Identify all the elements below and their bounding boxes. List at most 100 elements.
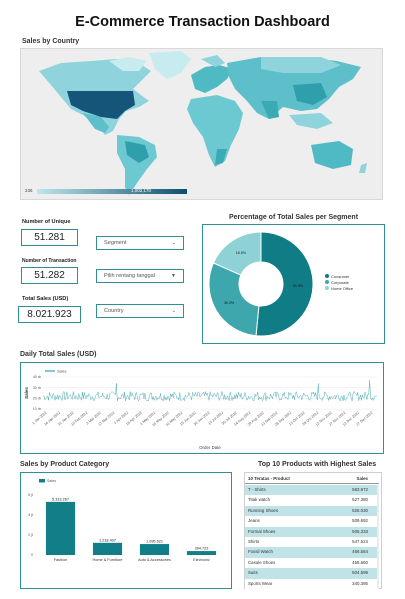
map-region (311, 141, 353, 169)
product-name: Suits (248, 568, 258, 578)
chevron-down-icon: ⌄ (172, 237, 176, 249)
table-row[interactable]: Titak watch 527.380 (245, 495, 379, 505)
daily-chart-title: Daily Total Sales (USD) (20, 351, 97, 358)
sales-line (43, 380, 377, 401)
kpi-unique-value: 51.281 (21, 229, 78, 246)
product-name: Running Shoes (248, 506, 278, 516)
table-row[interactable]: Suits 504.599 (245, 568, 379, 578)
kpi-total-sales-label: Total Sales (USD) (22, 296, 68, 302)
y-axis-label: Sales (24, 387, 29, 399)
table-header-product[interactable]: 10 Teratas - Product (248, 474, 290, 484)
bar-data-label: 394.723 (195, 547, 209, 551)
y-tick-label: 40 rb (33, 375, 41, 379)
map-title: Sales by Country (22, 38, 79, 45)
table-row[interactable]: Casule Shoes 465.660 (245, 558, 379, 568)
table-header-sales[interactable]: Sales (312, 474, 378, 484)
table-row[interactable]: Fossil Watch 466.564 (245, 547, 379, 557)
y-tick-label: 10 rb (33, 407, 41, 411)
caret-down-icon: ▼ (171, 270, 176, 282)
product-name: Sports Wear (248, 579, 272, 589)
bar (140, 544, 169, 555)
bar (93, 543, 122, 555)
table-row[interactable]: Running Shoes 526.030 (245, 506, 379, 516)
bar-data-label: 1.095.621 (146, 540, 163, 544)
product-name: T - Shirts (248, 485, 266, 495)
category-bar-chart: Sales 6 jt 4 jt 2 jt 0 5.313.267 Fashion 1.218.… (21, 473, 231, 588)
map-region (149, 51, 191, 79)
map-legend-min: 236 (25, 188, 33, 193)
table-row[interactable]: T - Shirts 583.972 (245, 485, 379, 495)
x-tick-label: Home & Furniture (93, 558, 123, 562)
table-row[interactable]: Formal Shoes 505.333 (245, 527, 379, 537)
segment-dropdown[interactable]: Segment ⌄ (96, 236, 184, 250)
slice-label: 30.3% (224, 301, 235, 305)
table-row[interactable]: Shirts 547.524 (245, 537, 379, 547)
segment-legend: Consumer Corporate Home Office (325, 274, 353, 292)
slice-label: 51.9% (293, 284, 304, 288)
product-sales: 466.564 (312, 547, 378, 557)
category-chart: Sales 6 jt 4 jt 2 jt 0 5.313.267 Fashion 1.218.… (20, 472, 232, 589)
product-sales: 465.660 (312, 558, 378, 568)
legend-swatch (325, 286, 329, 290)
x-tick-label: Electronic (193, 558, 210, 562)
slice-label: 18.5% (236, 251, 247, 255)
date-range-label: Pilih rentang tanggal (104, 273, 155, 279)
date-range-picker[interactable]: Pilih rentang tanggal ▼ (96, 269, 184, 283)
table-scrollbar[interactable] (377, 485, 379, 588)
product-sales: 526.030 (312, 506, 378, 516)
category-chart-title: Sales by Product Category (20, 461, 109, 468)
product-sales: 340.395 (312, 579, 378, 589)
map-region (67, 91, 135, 119)
kpi-unique-label: Number of Unique (22, 219, 70, 225)
legend-swatch (325, 274, 329, 278)
map-region (289, 113, 333, 129)
page-title: E-Commerce Transaction Dashboard (0, 14, 405, 30)
product-name: Fossil Watch (248, 547, 273, 557)
legend-swatch (39, 479, 45, 483)
y-tick-label: 20 rb (33, 397, 41, 401)
map-legend-max: 1,002,170 (131, 188, 151, 193)
product-sales: 583.972 (312, 485, 378, 495)
segment-dropdown-label: Segment (104, 240, 126, 246)
segment-chart-title: Percentage of Total Sales per Segment (229, 214, 358, 221)
map-region (191, 65, 233, 93)
product-sales: 547.524 (312, 537, 378, 547)
pie-slice (256, 232, 313, 336)
y-tick-label: 2 jt (28, 533, 33, 537)
x-tick-label: Auto & Accessories (138, 558, 171, 562)
product-sales: 505.333 (312, 527, 378, 537)
product-sales: 504.599 (312, 568, 378, 578)
bar-data-label: 1.218.407 (99, 538, 116, 542)
daily-chart: Sales 40 rb 30 rb 20 rb 10 rb Sales 1 Jan 2022… (20, 362, 384, 454)
country-dropdown[interactable]: Country ⌄ (96, 304, 184, 318)
product-sales: 527.380 (312, 495, 378, 505)
pie-slice (209, 263, 259, 336)
product-name: Casule Shoes (248, 558, 275, 568)
bar (187, 551, 216, 555)
kpi-transaction-label: Number of Transaction (22, 258, 76, 264)
y-tick-label: 30 rb (33, 386, 41, 390)
product-name: Titak watch (248, 495, 270, 505)
table-row[interactable]: Jeans 509.692 (245, 516, 379, 526)
top-products-title: Top 10 Products with Highest Sales (258, 461, 376, 468)
map-legend-bar (37, 189, 187, 194)
sales-map[interactable]: 236 1,002,170 (20, 48, 383, 200)
y-tick-label: 6 jt (28, 493, 33, 497)
x-tick-label: Fashion (54, 558, 68, 562)
legend-item: Home Office (325, 286, 353, 292)
bar-data-label: 5.313.267 (52, 497, 69, 501)
world-map (21, 49, 382, 199)
kpi-total-sales-value: 8.021.923 (18, 306, 81, 323)
segment-chart: 51.9% 30.3% 18.5% Consumer Corporate Home … (202, 224, 385, 344)
top-products-table: 10 Teratas - Product Sales T - Shirts 583… (244, 472, 382, 589)
legend-label: Sales (57, 370, 67, 374)
product-name: Jeans (248, 516, 260, 526)
map-region (187, 95, 243, 167)
table-header: 10 Teratas - Product Sales (245, 474, 379, 484)
segment-donut: 51.9% 30.3% 18.5% (203, 225, 383, 343)
y-tick-label: 4 jt (28, 513, 33, 517)
chevron-down-icon: ⌄ (172, 305, 176, 317)
table-row[interactable]: Sports Wear 340.395 (245, 579, 379, 589)
product-name: Shirts (248, 537, 259, 547)
